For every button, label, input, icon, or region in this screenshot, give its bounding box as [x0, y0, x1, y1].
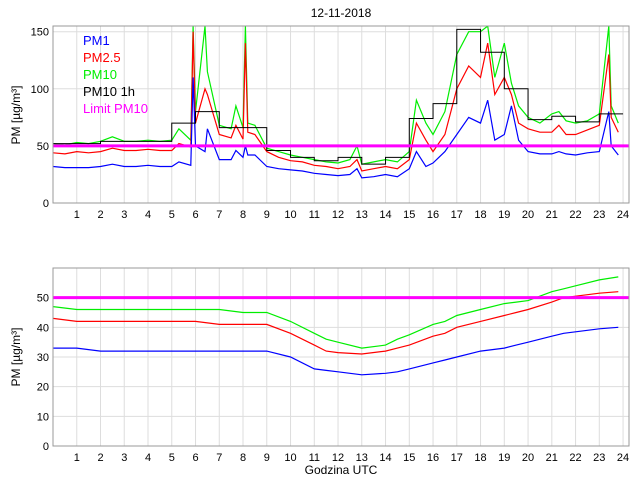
x-axis-label: Godzina UTC	[305, 463, 378, 477]
series-line-pm10-1h	[53, 28, 624, 165]
x-tick-label: 20	[522, 452, 534, 464]
x-tick-label: 6	[192, 209, 198, 221]
x-tick-label: 3	[121, 452, 127, 464]
x-tick-label: 20	[522, 209, 534, 221]
bottom-plot: 1 2 3 4 5 6 7 8 9 10 11 12 13 14 15 16 17 18 19 20 21 22 23 240…	[37, 267, 630, 464]
y-tick-label: 0	[43, 198, 49, 210]
series-line-pm1	[53, 77, 619, 179]
y-tick-label: 50	[37, 293, 49, 305]
x-tick-label: 19	[498, 209, 510, 221]
plot-background	[53, 26, 629, 203]
y-tick-label: 30	[37, 352, 49, 364]
series-group	[53, 276, 629, 376]
x-tick-label: 13	[356, 209, 368, 221]
series-line-pm2-5	[53, 31, 619, 172]
x-tick-label: 17	[451, 452, 463, 464]
y-tick-label: 100	[31, 84, 49, 96]
x-tick-label: 8	[240, 209, 246, 221]
top-plot: 1 2 3 4 5 6 7 8 9 10 11 12 13 14 15 16 17 18 19 20 21 22 23 240…	[31, 25, 630, 221]
y-tick-label: 150	[31, 27, 49, 39]
x-tick-label: 24	[617, 209, 629, 221]
x-tick-label: 19	[498, 452, 510, 464]
x-tick-label: 4	[145, 209, 151, 221]
legend-entry: PM2.5	[83, 50, 121, 65]
y-tick-label: 50	[37, 141, 49, 153]
x-tick-label: 3	[121, 209, 127, 221]
x-tick-label: 23	[593, 209, 605, 221]
x-tick-label: 14	[379, 209, 391, 221]
legend-entry: PM1	[83, 33, 110, 48]
x-tick-label: 18	[474, 452, 486, 464]
x-tick-label: 11	[309, 209, 320, 221]
legend-entry: Limit PM10	[83, 101, 148, 116]
plot-frame	[52, 267, 630, 447]
legend: PM1 PM2.5 PM10 PM10 1h Limit PM10	[83, 33, 148, 116]
x-tick-label: 9	[264, 209, 270, 221]
x-tick-label: 5	[169, 452, 175, 464]
x-tick-label: 7	[216, 209, 222, 221]
y-tick-label: 20	[37, 382, 49, 394]
x-tick-label: 2	[97, 452, 103, 464]
x-tick-label: 6	[192, 452, 198, 464]
x-tick-label: 10	[284, 209, 296, 221]
x-tick-label: 9	[264, 452, 270, 464]
x-tick-label: 7	[216, 452, 222, 464]
x-tick-label: 11	[309, 452, 320, 464]
legend-entry: PM10	[83, 67, 117, 82]
x-tick-label: 12	[332, 452, 344, 464]
bottom-y-axis-label: PM [µg/m³]	[9, 328, 23, 387]
x-tick-label: 1	[74, 209, 80, 221]
series-line-pm1	[53, 326, 619, 376]
x-tick-label: 18	[474, 209, 486, 221]
x-tick-label: 15	[403, 209, 415, 221]
x-tick-label: 16	[427, 452, 439, 464]
x-tick-label: 21	[546, 452, 558, 464]
x-tick-label: 22	[569, 209, 581, 221]
x-tick-label: 24	[617, 452, 629, 464]
x-tick-label: 22	[569, 452, 581, 464]
x-tick-label: 21	[546, 209, 558, 221]
x-tick-label: 17	[451, 209, 463, 221]
x-tick-label: 4	[145, 452, 151, 464]
y-tick-label: 0	[43, 441, 49, 453]
y-tick-label: 40	[37, 322, 49, 334]
x-tick-label: 5	[169, 209, 175, 221]
x-tick-label: 1	[74, 452, 80, 464]
series-group	[53, 26, 629, 179]
x-tick-label: 8	[240, 452, 246, 464]
x-tick-label: 14	[379, 452, 391, 464]
chart-title: 12-11-2018	[311, 6, 372, 20]
x-tick-label: 10	[284, 452, 296, 464]
series-line-pm2-5	[53, 291, 619, 355]
legend-entry: PM10 1h	[83, 84, 135, 99]
x-tick-label: 16	[427, 209, 439, 221]
y-tick-label: 10	[37, 411, 49, 423]
plot-frame	[52, 25, 630, 204]
top-y-axis-label: PM [µg/m³]	[9, 86, 23, 145]
x-tick-label: 13	[356, 452, 368, 464]
x-tick-label: 15	[403, 452, 415, 464]
x-tick-label: 2	[97, 209, 103, 221]
x-tick-label: 12	[332, 209, 344, 221]
x-tick-label: 23	[593, 452, 605, 464]
